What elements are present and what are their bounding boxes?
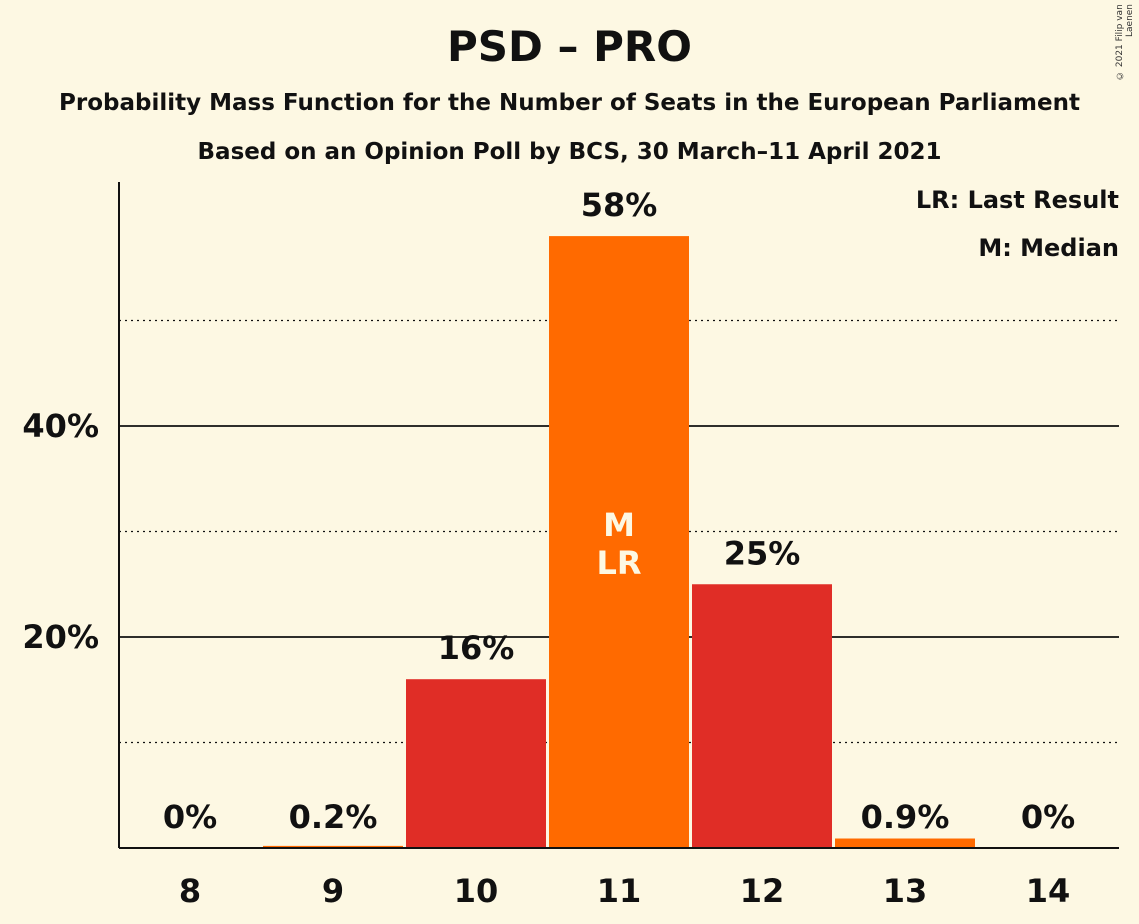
x-tick-label: 14 <box>1026 872 1071 910</box>
median-marker: M <box>603 506 635 544</box>
bar-value-label: 58% <box>581 186 658 224</box>
bar-value-label: 16% <box>438 629 515 667</box>
legend-median: M: Median <box>978 234 1119 262</box>
bar-value-label: 0% <box>1021 798 1075 836</box>
x-tick-label: 11 <box>597 872 642 910</box>
bar-12 <box>692 584 832 848</box>
x-tick-label: 10 <box>454 872 499 910</box>
bar-value-label: 25% <box>724 534 801 572</box>
y-tick-label: 20% <box>22 618 99 656</box>
bar-value-label: 0.2% <box>289 798 378 836</box>
bar-10 <box>406 679 546 848</box>
legend-last-result: LR: Last Result <box>915 186 1119 214</box>
x-tick-label: 8 <box>179 872 201 910</box>
bar-9 <box>263 845 403 848</box>
x-tick-label: 13 <box>883 872 928 910</box>
chart-title: PSD – PRO <box>447 22 692 71</box>
bar-11 <box>549 236 689 849</box>
bar-13 <box>835 838 975 848</box>
last-result-marker: LR <box>596 544 641 582</box>
x-tick-label: 12 <box>740 872 785 910</box>
x-tick-label: 9 <box>322 872 344 910</box>
chart-subtitle: Probability Mass Function for the Number… <box>59 90 1080 116</box>
bar-value-label: 0.9% <box>861 798 950 836</box>
y-tick-label: 40% <box>22 407 99 445</box>
chart-source-line: Based on an Opinion Poll by BCS, 30 Marc… <box>197 139 942 165</box>
bar-value-label: 0% <box>163 798 217 836</box>
